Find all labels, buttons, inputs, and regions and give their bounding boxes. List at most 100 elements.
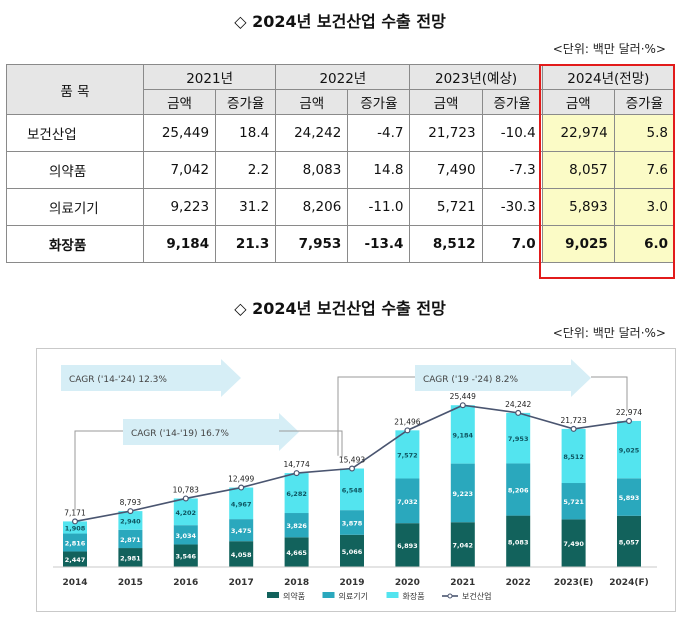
x-tick-label: 2014 (62, 578, 87, 588)
table-cell: 25,449 (142, 114, 217, 152)
growth-header: 증가율 (613, 89, 676, 115)
total-label: 14,774 (283, 460, 309, 469)
line-point (625, 417, 632, 424)
data-label: 9,184 (453, 431, 474, 439)
data-label: 6,282 (286, 490, 307, 498)
table-cell: 18.4 (215, 114, 277, 152)
data-label: 2,447 (65, 556, 86, 564)
year-header: 2023년(예상) (409, 64, 543, 90)
table-cell: 5.8 (613, 114, 676, 152)
row-name: 의료기기 (6, 188, 144, 226)
bar-segment (450, 463, 475, 523)
data-label: 8,512 (563, 453, 584, 461)
x-tick-label: 2023(E) (554, 578, 593, 588)
bar-segment (506, 463, 531, 516)
cagr-arrow (123, 413, 299, 451)
data-label: 5,721 (563, 498, 584, 506)
row-name: 의약품 (6, 151, 144, 189)
annotation-connector (279, 430, 343, 458)
table-row: 보건산업 25,449 18.4 24,242 -4.7 21,723 -10.… (6, 114, 676, 152)
amount-header: 금액 (142, 89, 217, 115)
legend-swatch (267, 592, 279, 598)
x-tick-label: 2015 (118, 578, 143, 588)
table-cell: -10.4 (481, 114, 543, 152)
growth-header: 증가율 (347, 89, 411, 115)
year-header: 2021년 (142, 64, 277, 90)
cagr-arrow (61, 359, 241, 397)
total-label: 12,499 (228, 475, 254, 484)
bar-segment (340, 468, 364, 511)
table-cell: 8,206 (275, 188, 349, 226)
year-header: 2022년 (275, 64, 411, 90)
chart-title: ◇ 2024년 보건산업 수출 전망 (234, 299, 446, 318)
bar-segment (118, 548, 143, 567)
data-label: 2,871 (120, 536, 141, 544)
bar-segment (118, 511, 143, 530)
annotation-connector (591, 376, 628, 411)
legend-swatch (322, 592, 335, 598)
data-label: 5,066 (342, 548, 363, 556)
amount-header: 금액 (409, 89, 483, 115)
total-label: 7,171 (64, 508, 86, 517)
bar-segment (450, 522, 475, 567)
legend-label: 보건산업 (462, 591, 491, 601)
table-cell: -13.4 (347, 225, 411, 263)
line-point (515, 409, 522, 416)
bar-segment (561, 519, 586, 567)
bar-segment (229, 487, 254, 520)
data-label: 9,025 (619, 447, 640, 455)
cagr-annotation: CAGR ('14-'24) 12.3% (69, 375, 167, 385)
bar-segment (450, 405, 475, 464)
data-label: 8,057 (619, 538, 640, 546)
bar-segment (63, 551, 87, 567)
data-label: 7,572 (397, 451, 418, 459)
data-label: 4,665 (286, 549, 307, 557)
year-header: 2024년(전망) (541, 64, 676, 90)
item-header: 품 목 (6, 64, 144, 115)
stacked-bar-chart: CAGR ('14-'24) 12.3% CAGR ('14-'19) 16.7%… (53, 359, 657, 601)
page-title: ◇ 2024년 보건산업 수출 전망 (234, 12, 446, 31)
data-label: 7,953 (508, 435, 529, 443)
table-cell: 21.3 (215, 225, 277, 263)
table-cell: 7.0 (481, 225, 543, 263)
bar-segment (173, 544, 198, 567)
bar-segment (561, 483, 586, 520)
data-label: 6,893 (397, 542, 418, 550)
data-label: 1,908 (65, 524, 86, 532)
table-cell: 7.6 (613, 151, 676, 189)
data-label: 7,042 (453, 542, 474, 550)
export-table: 품 목 2021년 2022년 2023년(예상) 2024년(전망) 금액 증… (6, 64, 676, 263)
bar-segment (340, 510, 364, 535)
total-label: 8,793 (120, 498, 142, 507)
data-label: 4,058 (231, 551, 252, 559)
total-label: 22,974 (616, 408, 642, 417)
data-label: 6,548 (342, 486, 363, 494)
legend-label: 의약품 (283, 591, 305, 601)
data-label: 3,034 (176, 532, 197, 540)
bar-segment (395, 478, 420, 524)
chart-frame: CAGR ('14-'24) 12.3% CAGR ('14-'19) 16.7%… (36, 348, 676, 612)
x-tick-label: 2019 (339, 578, 364, 588)
row-name: 보건산업 (6, 114, 144, 152)
bar-segment (340, 534, 364, 567)
bar-segment (173, 525, 198, 545)
data-label: 3,546 (176, 553, 197, 561)
bar-segment (617, 515, 641, 567)
bar-segment (506, 515, 531, 567)
data-label: 3,475 (231, 527, 252, 535)
bar-segment (63, 533, 87, 552)
table-cell: -11.0 (347, 188, 411, 226)
bar-segment (63, 521, 87, 534)
total-label: 21,496 (394, 417, 420, 426)
annotation-connector (74, 430, 123, 510)
x-tick-label: 2021 (450, 578, 475, 588)
data-label: 4,967 (231, 500, 252, 508)
bar-segment (118, 529, 143, 549)
data-label: 7,490 (563, 540, 584, 548)
data-label: 8,206 (508, 487, 529, 495)
table-cell: 3.0 (613, 188, 676, 226)
total-label: 15,493 (339, 456, 365, 465)
table-cell: 8,512 (409, 225, 483, 263)
total-label: 21,723 (560, 416, 586, 425)
bar-segment (284, 473, 309, 514)
